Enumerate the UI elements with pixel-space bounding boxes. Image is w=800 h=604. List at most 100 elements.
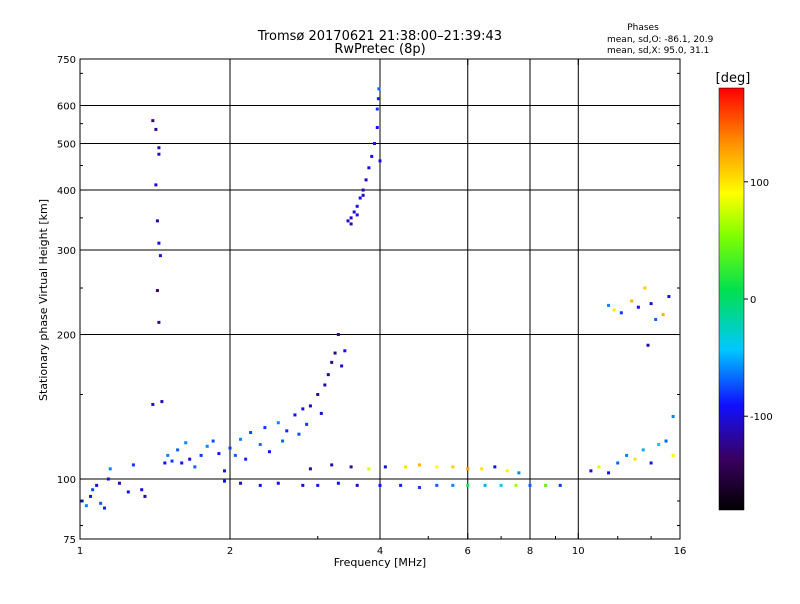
y-tick-label: 300 [57,246,76,257]
data-point [657,443,661,447]
x-tick-label: 6 [465,546,471,557]
chart-title: Tromsø 20170621 21:38:00–21:39:43 [257,29,502,44]
data-point [633,457,637,461]
data-point [649,461,653,465]
data-point [378,483,382,487]
data-point [451,465,455,469]
data-point [184,441,188,445]
data-point [630,299,634,303]
x-tick-label: 4 [377,546,383,557]
data-point [417,463,421,467]
data-point [664,439,668,443]
data-point [160,400,164,404]
data-point [607,471,611,475]
data-point [361,193,365,197]
data-point [336,333,340,337]
data-point [103,506,107,510]
data-point [223,469,227,473]
y-tick-label: 75 [63,535,76,546]
data-point [517,471,521,475]
data-point [285,429,289,433]
data-point [188,457,192,461]
data-point [667,295,671,299]
data-point [99,501,103,505]
data-point [377,87,381,91]
data-point [308,467,312,471]
data-point [346,219,350,223]
data-point [228,446,232,450]
data-point [597,465,601,469]
data-point [267,450,271,454]
data-point [95,483,99,487]
phases-x-stats: mean, sd,X: 95.0, 31.1 [607,46,709,56]
data-point [106,477,110,481]
colorbar-tick-label: -100 [750,412,773,423]
data-point [403,465,407,469]
data-point [89,494,93,498]
data-point [233,453,237,457]
data-point [140,488,144,492]
phases-title: Phases [627,23,659,33]
data-point [349,216,353,220]
data-point [671,453,675,457]
data-point [376,97,380,101]
data-point [378,159,382,163]
data-point [373,142,377,146]
data-point [176,448,180,452]
data-point [451,483,455,487]
data-point [435,483,439,487]
data-point [276,481,280,485]
data-point [643,286,647,290]
colorbar-label: [deg] [716,71,751,86]
data-point [671,414,675,418]
data-points [80,87,675,510]
data-point [435,465,439,469]
data-point [364,178,368,182]
data-point [616,461,620,465]
data-point [528,483,532,487]
data-point [170,459,174,463]
data-point [466,483,470,487]
data-point [157,241,161,245]
data-point [483,483,487,487]
data-point [199,453,203,457]
data-point [399,483,403,487]
data-point [352,210,356,214]
data-point [330,463,334,467]
data-point [154,183,158,187]
chart-subtitle: RwPretec (8p) [334,42,425,57]
data-point [417,486,421,490]
data-point [316,483,320,487]
data-point [370,154,374,158]
data-point [151,402,155,406]
data-point [367,166,371,170]
data-point [355,213,359,217]
data-point [263,426,267,430]
data-point [211,439,215,443]
data-point [367,467,371,471]
data-point [607,303,611,307]
data-point [276,421,280,425]
data-point [258,443,262,447]
data-point [499,483,503,487]
axes: 1 2 4 6 8 10 16 75 100 200 300 400 500 600 750 [57,55,686,557]
data-point [383,465,387,469]
y-tick-label: 100 [57,475,76,486]
y-tick-label: 400 [57,186,76,197]
data-point [91,488,95,492]
data-point [151,119,155,123]
data-point [84,504,88,508]
data-point [349,465,353,469]
data-point [155,219,159,223]
colorbar-tick-label: 100 [750,178,769,189]
data-point [358,196,362,200]
data-point [654,317,658,321]
y-tick-label: 500 [57,140,76,151]
data-point [612,308,616,312]
x-axis-label: Frequency [MHz] [334,556,426,569]
data-point [297,432,301,436]
data-point [544,483,548,487]
data-point [316,393,320,397]
colorbar-tick-label: 0 [750,295,756,306]
data-point [126,490,130,494]
